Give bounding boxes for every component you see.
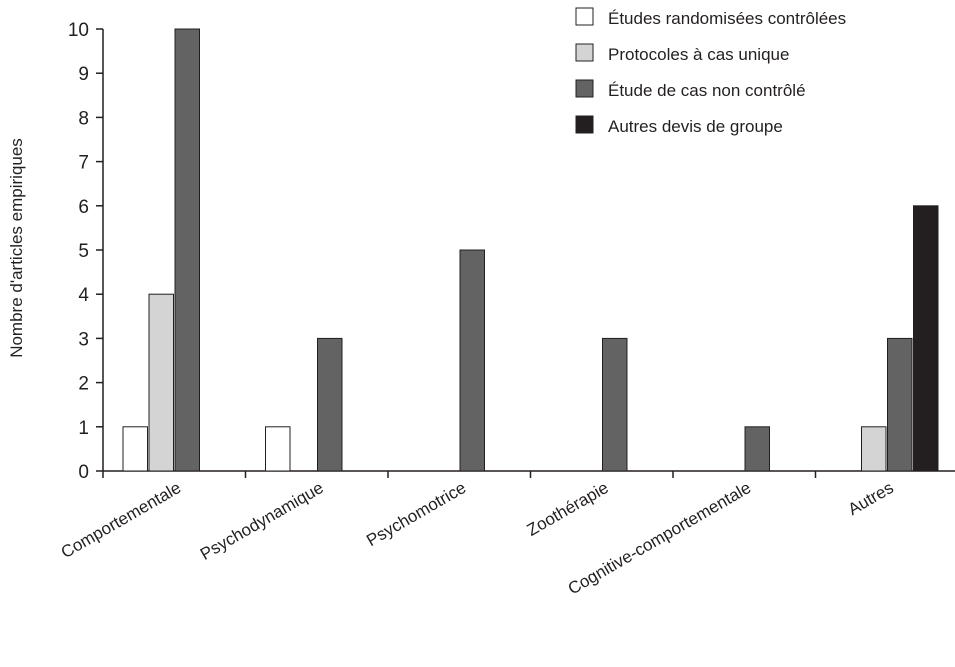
bars bbox=[122, 28, 939, 472]
y-tick-label: 3 bbox=[78, 329, 89, 350]
bar bbox=[317, 337, 343, 472]
legend: Études randomisées contrôlées Protocoles … bbox=[575, 7, 846, 136]
bar bbox=[122, 426, 148, 472]
y-tick-label: 9 bbox=[78, 64, 89, 85]
legend-swatch bbox=[575, 7, 594, 26]
y-tick-label: 2 bbox=[78, 374, 89, 395]
bar bbox=[744, 426, 770, 472]
x-tick-label: Comportementale bbox=[58, 478, 185, 562]
y-tick-label: 7 bbox=[78, 153, 89, 174]
y-tick-label: 5 bbox=[78, 241, 89, 262]
legend-swatch bbox=[575, 115, 594, 134]
y-tick-label: 4 bbox=[78, 285, 89, 306]
y-tick-label: 1 bbox=[78, 418, 89, 439]
legend-swatch bbox=[575, 79, 594, 98]
y-tick-label: 0 bbox=[78, 462, 89, 483]
legend-label: Étude de cas non contrôlé bbox=[608, 81, 806, 100]
bar bbox=[148, 293, 174, 472]
y-axis-label: Nombre d'articles empiriques bbox=[7, 138, 26, 358]
bar bbox=[913, 205, 939, 472]
legend-swatch bbox=[575, 43, 594, 62]
bar bbox=[887, 337, 913, 472]
x-axis: Comportementale Psychodynamique Psychomotr… bbox=[58, 470, 955, 598]
y-tick-label: 6 bbox=[78, 197, 89, 218]
bar bbox=[459, 249, 485, 472]
x-tick-label: Zoothérapie bbox=[524, 478, 612, 540]
y-axis: 0 1 2 3 4 5 6 7 8 9 10 bbox=[68, 20, 104, 483]
x-tick-label: Psychomotrice bbox=[363, 478, 469, 550]
y-tick-label: 8 bbox=[78, 108, 89, 129]
bar bbox=[861, 426, 887, 472]
y-tick-label: 10 bbox=[68, 20, 89, 41]
legend-label: Protocoles à cas unique bbox=[608, 45, 789, 64]
bar bbox=[265, 426, 291, 472]
legend-label: Études randomisées contrôlées bbox=[608, 9, 846, 28]
bar bbox=[602, 337, 628, 472]
x-tick-label: Psychodynamique bbox=[197, 478, 327, 564]
bar bbox=[174, 28, 200, 472]
legend-label: Autres devis de groupe bbox=[608, 117, 783, 136]
x-tick-label: Autres bbox=[845, 478, 897, 519]
